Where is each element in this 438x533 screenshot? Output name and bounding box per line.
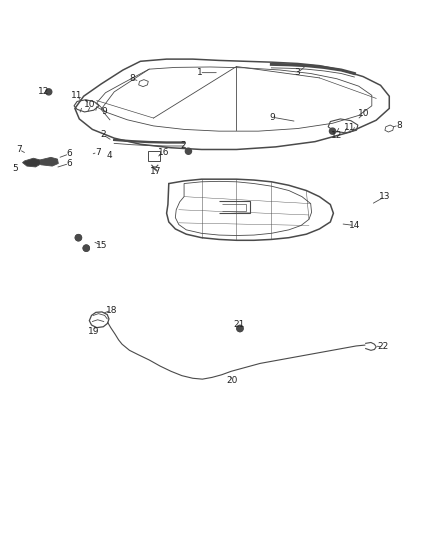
Text: 2: 2 [100, 130, 106, 139]
Text: 6: 6 [67, 159, 72, 168]
Text: 8: 8 [396, 120, 402, 130]
Circle shape [237, 326, 243, 332]
Text: 3: 3 [295, 68, 300, 77]
Circle shape [46, 89, 52, 95]
Text: 10: 10 [358, 109, 370, 118]
Text: 12: 12 [38, 87, 49, 96]
Circle shape [75, 235, 81, 241]
Text: 4: 4 [106, 151, 112, 160]
Text: 10: 10 [84, 100, 95, 109]
Text: 19: 19 [88, 327, 99, 336]
Text: 16: 16 [158, 149, 170, 157]
Text: 5: 5 [12, 164, 18, 173]
Text: 17: 17 [150, 167, 162, 176]
Polygon shape [40, 157, 58, 166]
Text: 2: 2 [180, 141, 186, 150]
Text: 6: 6 [67, 149, 72, 158]
Text: 15: 15 [96, 241, 108, 250]
Text: 1: 1 [197, 68, 202, 77]
Text: 20: 20 [226, 376, 238, 385]
Text: 21: 21 [233, 320, 245, 329]
Circle shape [237, 326, 243, 332]
Text: 8: 8 [130, 74, 135, 83]
Text: 11: 11 [71, 91, 83, 100]
Polygon shape [22, 158, 41, 167]
Circle shape [83, 245, 89, 251]
Circle shape [75, 235, 81, 241]
Circle shape [329, 128, 336, 134]
Text: 14: 14 [349, 221, 360, 230]
Text: 9: 9 [269, 112, 275, 122]
Text: 11: 11 [344, 123, 356, 132]
Circle shape [83, 245, 89, 251]
Text: 13: 13 [379, 192, 391, 201]
Text: 18: 18 [106, 305, 117, 314]
Text: 7: 7 [16, 145, 22, 154]
Text: 12: 12 [331, 131, 343, 140]
Text: 22: 22 [378, 342, 389, 351]
Text: 7: 7 [95, 148, 100, 157]
Text: 9: 9 [102, 107, 107, 116]
Circle shape [185, 148, 191, 154]
